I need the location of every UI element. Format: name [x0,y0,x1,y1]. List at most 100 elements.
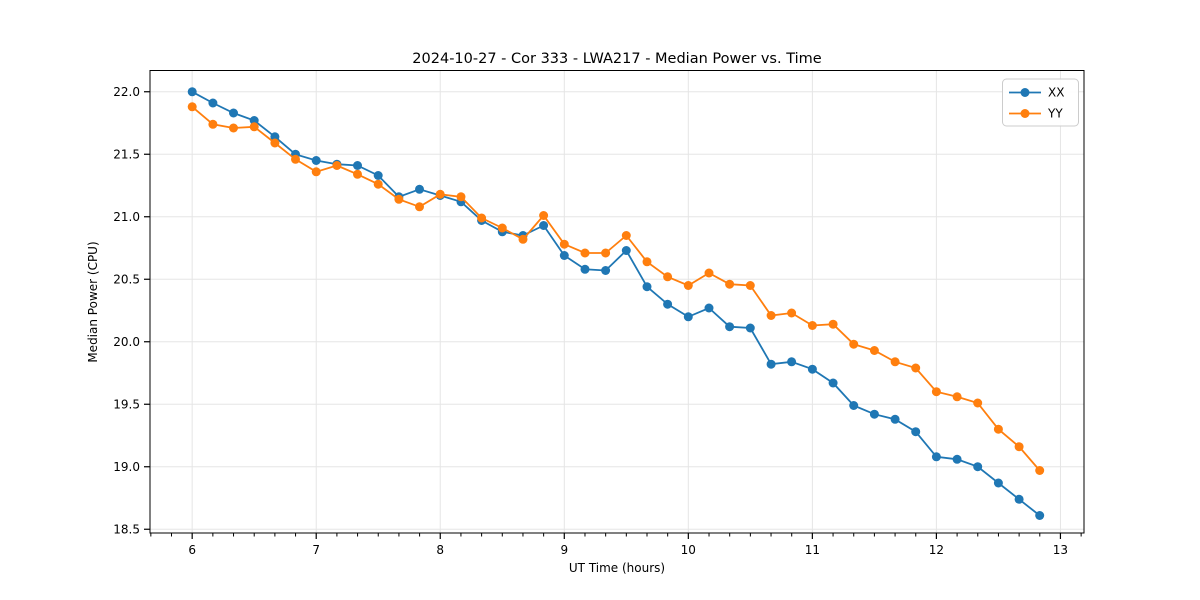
data-point [993,478,1003,488]
data-point [621,246,631,255]
data-point [828,378,838,388]
data-point [683,312,693,322]
legend-marker-yy [1020,109,1030,118]
data-point [642,257,652,267]
x-tick-label: 7 [312,543,320,557]
data-point [807,364,817,374]
y-tick-label: 21.5 [113,147,140,161]
x-tick-label: 6 [188,543,196,557]
data-point [911,363,921,373]
data-point [353,161,362,170]
data-point [291,154,300,164]
data-point [952,454,962,464]
x-tick-label: 13 [1053,543,1068,557]
data-point [580,264,590,274]
y-tick-label: 20.0 [113,335,140,349]
data-point [1014,494,1024,504]
data-point [187,87,197,97]
x-axis-minor-ticks [150,533,1082,537]
data-point [601,248,611,258]
data-point [663,299,673,309]
data-point [704,268,714,278]
data-point [353,169,362,179]
x-tick-label: 10 [681,543,696,557]
data-point [559,251,569,260]
data-point [249,116,259,125]
data-point [332,161,342,170]
data-point [890,357,900,367]
data-point [311,156,321,165]
series-line-xx [191,91,1041,517]
x-tick-label: 12 [929,543,944,557]
data-point [1035,466,1045,475]
series-group [187,87,1045,520]
chart-title: 2024-10-27 - Cor 333 - LWA217 - Median P… [412,51,821,67]
y-axis-ticks [144,91,150,530]
data-point [931,387,941,397]
data-point [683,281,693,290]
legend-label-xx: XX [1048,86,1064,100]
plot-border [149,70,1085,534]
y-tick-label: 20.5 [113,272,140,286]
data-point [807,321,817,330]
data-point [373,171,383,180]
data-point [270,132,280,142]
y-tick-label: 18.5 [113,522,140,536]
data-point [187,102,197,112]
data-point [725,279,735,289]
legend-marker-xx [1020,88,1030,97]
data-point [229,123,238,133]
data-point [973,398,983,408]
data-point [559,239,569,249]
x-tick-label: 11 [805,543,820,557]
data-point [621,231,631,240]
y-tick-label: 19.5 [113,397,140,411]
data-point [745,323,755,333]
data-point [849,401,859,410]
data-point [311,167,321,177]
legend-box [1002,78,1079,127]
series-yy [187,102,1045,475]
data-point [601,266,611,275]
y-axis-label: Median Power (CPU) [86,241,100,362]
data-point [704,303,714,313]
data-point [373,179,383,189]
data-point [787,357,797,367]
x-tick-label: 9 [560,543,568,557]
data-point [973,462,983,472]
x-tick-label: 8 [436,543,444,557]
x-axis-label: UT Time (hours) [569,561,665,575]
y-tick-label: 19.0 [113,460,140,474]
data-point [415,184,424,194]
data-point [911,427,921,437]
legend-label-yy: YY [1047,107,1063,121]
data-point [828,319,838,329]
data-point [931,452,941,462]
data-point [518,234,528,244]
data-point [477,213,487,223]
data-point [208,119,218,129]
data-point [1014,442,1024,452]
data-point [415,202,424,212]
data-point [890,414,900,424]
data-point [229,108,238,118]
data-point [1035,511,1045,520]
data-point [766,311,776,320]
data-point [539,211,549,220]
data-point [849,339,859,349]
data-point [270,138,280,148]
legend: XX YY [1002,78,1079,127]
y-tick-label: 22.0 [113,85,140,99]
data-point [787,308,797,318]
y-tick-label: 21.0 [113,210,140,224]
y-axis-tick-labels: 18.5 19.0 19.5 20.0 20.5 21.0 21.5 22.0 [113,85,140,537]
data-point [208,98,218,108]
data-point [456,192,466,202]
data-point [394,194,404,204]
data-point [435,189,445,199]
data-point [580,248,590,258]
data-point [497,223,507,233]
data-point [869,346,879,355]
